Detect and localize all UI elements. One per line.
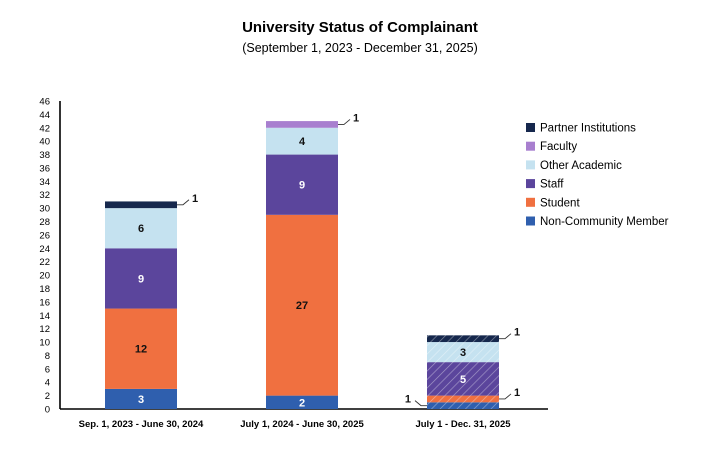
data-label: 3 — [138, 394, 144, 406]
data-label: 9 — [299, 180, 305, 192]
leader-line — [499, 393, 512, 400]
legend-label: Staff — [540, 179, 564, 191]
leader-line — [338, 119, 351, 125]
y-tick-label: 42 — [39, 123, 50, 134]
legend-swatch — [526, 216, 535, 226]
y-tick-label: 46 — [39, 97, 50, 108]
x-tick-label: Sep. 1, 2023 - June 30, 2024 — [79, 419, 204, 430]
legend-swatch — [526, 179, 535, 189]
data-label: 1 — [192, 193, 198, 205]
legend: Partner Institutions Faculty Other Academi… — [526, 123, 669, 228]
y-tick-label: 20 — [39, 271, 50, 282]
leader-lines — [177, 119, 512, 407]
legend-label: Partner Institutions — [540, 123, 636, 135]
bars — [105, 121, 499, 409]
bar-segment — [266, 395, 338, 409]
bar-segment-hatch — [427, 402, 499, 409]
y-tick-label: 22 — [39, 257, 50, 268]
y-tick-label: 16 — [39, 297, 50, 308]
x-tick-label: July 1 - Dec. 31, 2025 — [415, 419, 511, 430]
y-tick-label: 28 — [39, 217, 50, 228]
y-tick-label: 44 — [39, 110, 50, 121]
data-label: 6 — [138, 223, 144, 235]
bar-segment-hatch — [427, 335, 499, 343]
bar-segment — [266, 154, 338, 215]
y-tick-label: 12 — [39, 324, 50, 335]
bar-segment — [105, 248, 177, 309]
legend-label: Other Academic — [540, 160, 622, 172]
y-tick-label: 2 — [45, 391, 50, 402]
legend-swatch — [526, 141, 535, 151]
data-label: 27 — [296, 300, 308, 312]
bar-segment — [105, 388, 177, 409]
legend-label: Non-Community Member — [540, 216, 669, 228]
y-tick-label: 6 — [45, 364, 50, 375]
y-tick-label: 10 — [39, 338, 50, 349]
legend-label: Student — [540, 197, 580, 209]
data-label: 3 — [460, 347, 466, 359]
leader-line — [499, 333, 512, 340]
leader-line — [414, 400, 427, 407]
y-tick-label: 24 — [39, 244, 50, 255]
y-tick-label: 8 — [45, 351, 50, 362]
data-label: 1 — [405, 394, 411, 406]
y-tick-label: 0 — [45, 405, 50, 416]
data-label: 12 — [135, 344, 147, 356]
legend-swatch — [526, 160, 535, 170]
leader-line — [177, 199, 190, 206]
y-tick-label: 40 — [39, 137, 50, 148]
data-label: 4 — [299, 136, 306, 148]
y-tick-label: 32 — [39, 190, 50, 201]
data-label: 5 — [460, 374, 466, 386]
bar-segment — [266, 127, 338, 155]
data-label: 1 — [514, 327, 520, 339]
y-tick-label: 26 — [39, 230, 50, 241]
y-tick-label: 4 — [45, 378, 50, 389]
y-tick-label: 38 — [39, 150, 50, 161]
data-label: 1 — [514, 387, 520, 399]
y-tick-label: 18 — [39, 284, 50, 295]
data-label: 2 — [299, 397, 305, 409]
bar-segment — [266, 121, 338, 128]
legend-swatch — [526, 197, 535, 207]
data-label: 1 — [353, 112, 359, 124]
y-tick-label: 34 — [39, 177, 50, 188]
bar-segment — [105, 208, 177, 249]
bar-segment — [105, 308, 177, 389]
bar-segment — [266, 214, 338, 396]
y-tick-label: 30 — [39, 204, 50, 215]
bar-segment-hatch — [427, 342, 499, 363]
data-label: 9 — [138, 273, 144, 285]
bar-segment — [105, 201, 177, 209]
legend-swatch — [526, 123, 535, 132]
chart-title: University Status of Complainant — [242, 19, 478, 36]
chart-subtitle: (September 1, 2023 - December 31, 2025) — [242, 41, 478, 55]
y-tick-label: 14 — [39, 311, 50, 322]
x-tick-label: July 1, 2024 - June 30, 2025 — [240, 419, 364, 430]
bar-segment-hatch — [427, 362, 499, 396]
y-tick-label: 36 — [39, 163, 50, 174]
bar-segment-hatch — [427, 395, 499, 403]
legend-label: Faculty — [540, 141, 577, 153]
